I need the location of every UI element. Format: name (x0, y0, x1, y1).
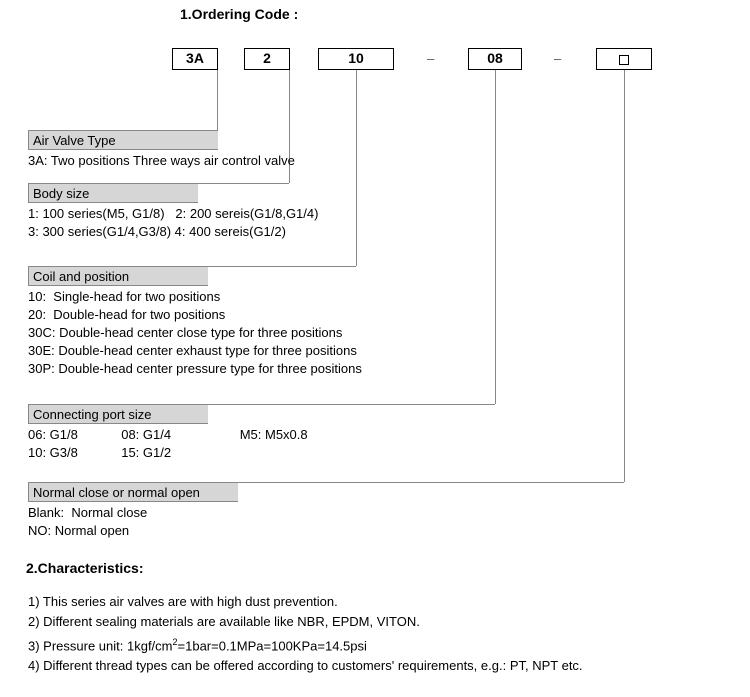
connector-line (624, 70, 625, 482)
section-label-normal-close-open: Normal close or normal open (28, 482, 238, 502)
characteristics-heading: 2.Characteristics: (26, 560, 144, 576)
section-desc-body-size: 1: 100 series(M5, G1/8) 2: 200 sereis(G1… (28, 205, 318, 241)
characteristic-item: 4) Different thread types can be offered… (28, 656, 583, 676)
dash-1: – (427, 51, 434, 66)
codebox-4: 08 (468, 48, 522, 70)
ordering-code-heading: 1.Ordering Code : (180, 6, 298, 22)
characteristic-item: 3) Pressure unit: 1kgf/cm2=1bar=0.1MPa=1… (28, 632, 583, 656)
codebox-1: 3A (172, 48, 218, 70)
characteristic-item: 1) This series air valves are with high … (28, 592, 583, 612)
codebox-3: 10 (318, 48, 394, 70)
characteristics-list: 1) This series air valves are with high … (28, 592, 583, 676)
connector-line (217, 70, 218, 130)
section-desc-connecting-port: 06: G1/8 08: G1/4 M5: M5x0.8 10: G3/8 15… (28, 426, 308, 462)
section-label-body-size: Body size (28, 183, 198, 203)
connector-line (495, 70, 496, 404)
section-desc-coil-position: 10: Single-head for two positions 20: Do… (28, 288, 362, 378)
section-label-air-valve-type: Air Valve Type (28, 130, 218, 150)
dash-2: – (554, 51, 561, 66)
codebox-5 (596, 48, 652, 70)
codebox-2: 2 (244, 48, 290, 70)
connector-line (356, 70, 357, 266)
characteristic-item: 2) Different sealing materials are avail… (28, 612, 583, 632)
section-desc-air-valve-type: 3A: Two positions Three ways air control… (28, 152, 295, 170)
blank-square-icon (619, 55, 629, 65)
section-label-coil-position: Coil and position (28, 266, 208, 286)
section-label-connecting-port: Connecting port size (28, 404, 208, 424)
section-desc-normal-close-open: Blank: Normal close NO: Normal open (28, 504, 147, 540)
